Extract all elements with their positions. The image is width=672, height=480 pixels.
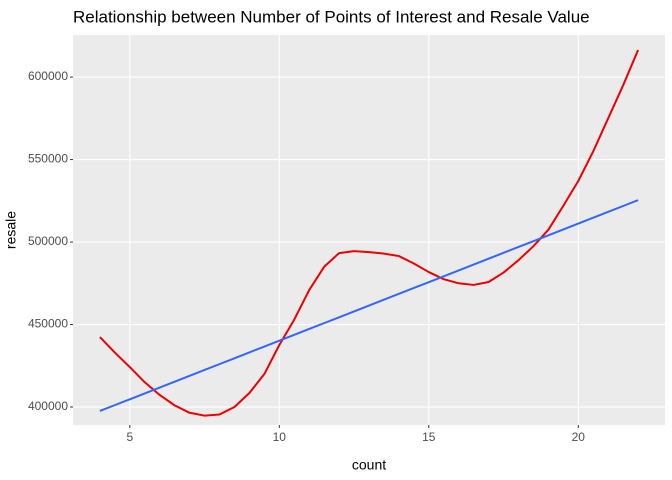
x-tick-label: 20 (572, 430, 586, 444)
y-tick-label: 550000 (28, 152, 68, 166)
y-tick-label: 500000 (28, 234, 68, 248)
x-axis-title: count (352, 457, 386, 473)
panel (73, 35, 665, 425)
grid (73, 35, 665, 425)
chart-title: Relationship between Number of Points of… (73, 7, 590, 26)
y-tick-label: 400000 (28, 399, 68, 413)
y-axis-title: resale (3, 211, 19, 249)
y-tick-label: 600000 (28, 69, 68, 83)
series-line (99, 199, 639, 412)
marks (99, 49, 640, 417)
y-tick-label: 450000 (28, 317, 68, 331)
x-tick-label: 10 (273, 430, 287, 444)
series-line (99, 49, 640, 417)
x-tick-label: 15 (422, 430, 436, 444)
x-tick-label: 5 (126, 430, 133, 444)
